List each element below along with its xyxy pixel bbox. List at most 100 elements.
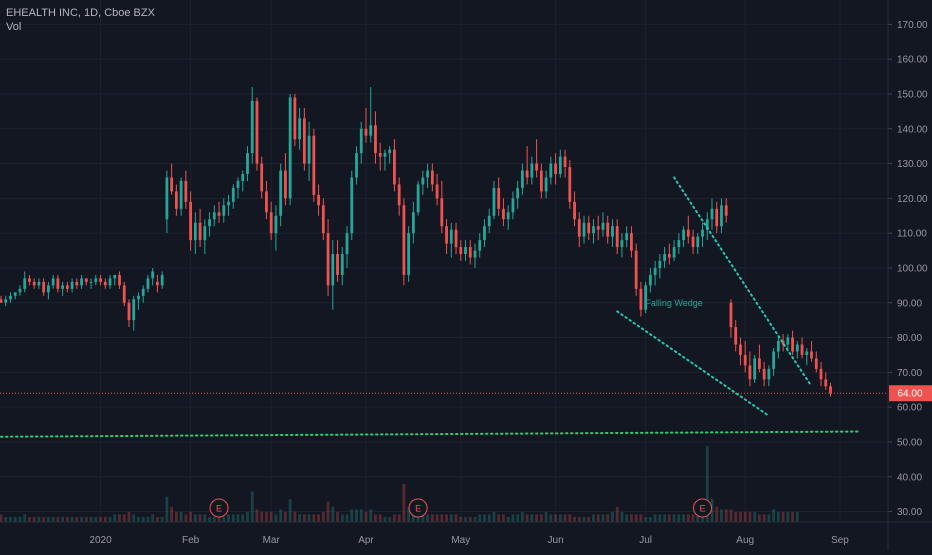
volume-bar (563, 514, 567, 522)
candle-body (535, 163, 539, 171)
volume-bar (236, 514, 240, 522)
candle-body (748, 365, 752, 380)
volume-bar (383, 516, 387, 522)
volume-bar (715, 506, 719, 522)
volume-bar (350, 509, 354, 522)
volume-bar (592, 514, 595, 522)
candle-body (810, 351, 813, 359)
candle-body (658, 261, 662, 268)
candle-body (715, 208, 719, 227)
earnings-marker[interactable]: E (209, 498, 229, 518)
price-axis[interactable]: 30.00 40.00 50.00 60.00 70.00 80.00 90.00 100.0… (887, 0, 932, 550)
volume-bar (691, 514, 695, 522)
volume-bar (506, 516, 510, 522)
candle-body (193, 222, 197, 241)
volume-bar (762, 514, 766, 522)
candle-body (544, 177, 548, 192)
candle-body (141, 288, 145, 296)
volume-bar (411, 511, 415, 522)
earnings-marker[interactable]: E (408, 498, 428, 518)
candle-body (800, 344, 804, 355)
chart-legend: EHEALTH INC, 1D, Cboe BZX Vol (6, 6, 155, 34)
volume-bar (317, 514, 320, 522)
candle-body (260, 163, 264, 192)
candle-body (246, 153, 249, 174)
candle-body (13, 292, 17, 296)
candle-body (435, 184, 439, 199)
volume-bar (663, 514, 666, 522)
price-tick-label: 170.00 (897, 20, 928, 31)
candle-body (18, 288, 22, 293)
volume-bar (122, 514, 126, 522)
candle-body (539, 170, 543, 192)
earnings-marker[interactable]: E (693, 498, 713, 518)
volume-bar (56, 516, 60, 522)
candle-body (378, 153, 382, 157)
candle-body (525, 170, 529, 178)
volume-bar (483, 514, 486, 522)
volume-bar (781, 511, 785, 522)
price-tick-label: 120.00 (897, 194, 928, 205)
candle-body (772, 351, 776, 369)
volume-bar (246, 511, 249, 522)
time-tick-label: Sep (831, 535, 849, 546)
last-price-tag (889, 385, 932, 402)
candle-body (573, 201, 576, 220)
candle-body (440, 198, 444, 227)
candle-body (89, 281, 93, 283)
price-tick-label: 70.00 (897, 368, 922, 379)
volume-bar (89, 516, 93, 522)
candle-body (426, 170, 429, 178)
volume-bar (127, 511, 131, 522)
candle-body (212, 212, 216, 220)
candle-body (236, 180, 240, 188)
candle-body (644, 285, 648, 310)
earnings-marker-circle (209, 498, 229, 518)
candle-body (393, 149, 396, 185)
volume-bar (625, 514, 629, 522)
volume-bar (222, 516, 226, 522)
volume-bar (231, 514, 235, 522)
candle-body (284, 170, 287, 199)
volume-indicator-label[interactable]: Vol (6, 21, 22, 33)
price-tick-label: 110.00 (897, 229, 927, 240)
time-axis[interactable]: 2020 Feb Mar Apr May Jun Jul Aug Sep (0, 521, 932, 546)
candle-body (672, 247, 676, 258)
candle-body (558, 156, 562, 174)
volume-bar (189, 511, 192, 522)
candle-body (222, 205, 226, 216)
price-tick-label: 30.00 (897, 507, 922, 518)
candle-body (506, 212, 510, 220)
candle-body (776, 341, 780, 352)
volume-bar (4, 516, 8, 522)
time-tick-label: Feb (182, 535, 200, 546)
candle-body (364, 128, 368, 136)
candle-body (587, 222, 591, 234)
candle-body (302, 118, 306, 164)
candle-body (113, 274, 117, 279)
candle-body (32, 281, 36, 286)
volume-bar (516, 514, 520, 522)
candle-body (663, 254, 666, 261)
volume-bar (558, 514, 562, 522)
symbol-title[interactable]: EHEALTH INC, 1D, Cboe BZX (6, 7, 155, 19)
volume-bar (369, 509, 373, 522)
candle-body (577, 219, 581, 237)
candle-body (686, 229, 690, 237)
volume-bar (705, 446, 709, 522)
volume-bar (388, 516, 392, 522)
grid-layer (0, 0, 888, 522)
candle-body (416, 184, 420, 213)
candle-body (516, 187, 520, 199)
volume-bar (658, 514, 662, 522)
candle-body (805, 351, 809, 355)
volume-bar (791, 511, 794, 522)
candle-body (459, 247, 463, 255)
volume-bar (720, 509, 723, 522)
volume-bar (137, 516, 140, 522)
volume-bar (198, 514, 202, 522)
candle-body (369, 125, 373, 136)
candle-body (184, 180, 188, 202)
